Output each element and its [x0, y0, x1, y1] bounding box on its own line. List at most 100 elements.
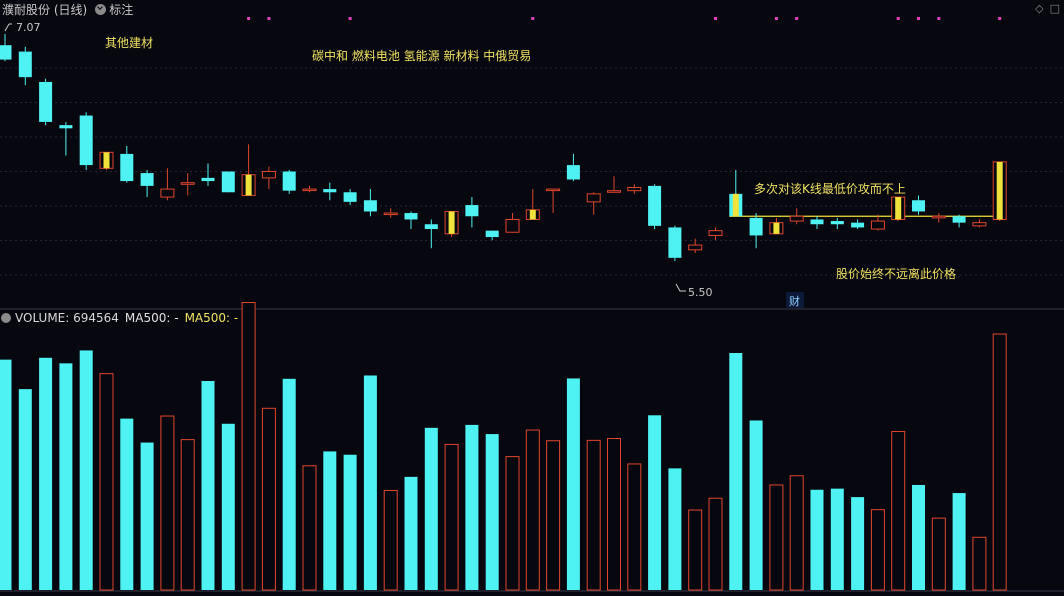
volume-bars	[0, 302, 1007, 591]
candle-highlight	[996, 161, 1003, 220]
volume-bar	[343, 454, 357, 590]
candle-body	[830, 221, 844, 225]
volume-bar	[485, 434, 499, 590]
volume-bar	[201, 381, 215, 590]
candle-body	[261, 170, 276, 179]
annotation-price-level: 股价始终不远离此价格	[836, 266, 956, 281]
event-marker[interactable]	[998, 17, 1002, 20]
candle-body	[668, 227, 682, 258]
low-price-label: 5.50	[675, 283, 713, 299]
volume-ma500-b: MA500: -	[184, 311, 239, 325]
svg-text:5.50: 5.50	[688, 286, 713, 299]
stock-title: 濮耐股份 (日线)	[2, 2, 88, 17]
candle-body	[789, 215, 804, 222]
candle-body	[972, 222, 987, 227]
candle-body	[180, 182, 195, 185]
volume-bar	[952, 493, 966, 590]
marker-toggle-icon[interactable]	[95, 3, 107, 15]
volume-bar	[972, 536, 987, 591]
svg-text:7.07: 7.07	[16, 21, 41, 34]
volume-bar	[870, 509, 885, 591]
candle-body	[201, 177, 215, 182]
event-marker[interactable]	[348, 17, 352, 20]
candle-body	[952, 216, 966, 223]
volume-bar	[708, 497, 723, 591]
event-marker[interactable]	[896, 17, 900, 20]
candle-body	[18, 51, 32, 78]
candle-body	[931, 215, 946, 219]
candle-body	[282, 171, 296, 191]
candle-highlight	[895, 197, 902, 220]
volume-bar	[851, 497, 865, 590]
candle-body	[383, 212, 398, 216]
annotation-concepts: 碳中和 燃料电池 氢能源 新材料 中俄贸易	[312, 48, 531, 63]
event-marker[interactable]	[774, 17, 778, 20]
volume-bar	[261, 407, 276, 591]
volume-bar	[241, 302, 256, 591]
volume-bar	[363, 375, 377, 590]
volume-bar	[648, 415, 662, 590]
svg-text:财: 财	[789, 294, 800, 308]
event-marker[interactable]	[247, 17, 251, 20]
volume-menu-icon[interactable]	[1, 313, 11, 323]
volume-bar	[505, 456, 520, 591]
candle-body	[221, 171, 235, 193]
candle-body	[688, 244, 703, 251]
candle-body	[708, 230, 723, 236]
candle-body	[566, 165, 580, 180]
candle-highlight	[245, 174, 252, 196]
volume-bar	[668, 468, 682, 590]
window-controls: ◇ □	[1029, 2, 1060, 15]
event-marker[interactable]	[531, 17, 535, 20]
volume-bar	[383, 489, 398, 591]
volume-bar	[99, 373, 114, 591]
candle-body	[59, 125, 73, 129]
volume-bar	[302, 465, 317, 591]
volume-bar	[120, 418, 134, 590]
candle-body	[749, 217, 763, 236]
volume-bar	[221, 423, 235, 590]
candle-highlight	[732, 193, 739, 217]
annotation-resistance: 多次对该K线最低价攻而不上	[754, 182, 906, 196]
event-marker[interactable]	[267, 17, 271, 20]
candle-body	[79, 115, 93, 166]
candle-highlight	[103, 152, 110, 169]
volume-header: VOLUME: 694564 MA500: - MA500: -	[0, 310, 238, 326]
candle-body	[810, 219, 824, 225]
volume-bar	[607, 438, 621, 591]
candle-body	[870, 220, 885, 230]
event-markers	[247, 17, 1002, 20]
square-icon[interactable]: □	[1049, 2, 1060, 15]
event-marker[interactable]	[795, 17, 799, 20]
candle-body	[39, 81, 53, 122]
annotation-sector: 其他建材	[105, 36, 153, 50]
volume-bar	[160, 415, 175, 591]
volume-bar	[810, 489, 824, 590]
volume-bar	[140, 442, 154, 590]
chart-header: 濮耐股份 (日线) 标注	[0, 0, 133, 18]
candle-body	[851, 222, 865, 228]
event-marker[interactable]	[714, 17, 717, 20]
diamond-icon[interactable]: ◇	[1035, 2, 1044, 15]
volume-bar	[789, 475, 804, 591]
marker-label[interactable]: 标注	[109, 2, 134, 17]
candle-body	[160, 188, 175, 198]
volume-bar	[566, 378, 580, 590]
volume-bar	[830, 488, 844, 590]
candle-body	[323, 189, 337, 193]
volume-bar	[586, 439, 601, 591]
volume-bar	[931, 517, 946, 591]
volume-bar	[0, 359, 12, 590]
volume-bar	[282, 378, 296, 590]
high-price-label: 7.07	[4, 21, 41, 34]
event-marker[interactable]	[937, 17, 941, 20]
volume-bar	[323, 451, 337, 590]
candle-body	[505, 218, 520, 233]
volume-bar	[992, 333, 1007, 591]
volume-bar	[729, 353, 743, 590]
event-marker[interactable]	[917, 17, 920, 20]
volume-bar	[404, 476, 418, 590]
volume-value: VOLUME: 694564	[15, 311, 119, 325]
volume-bar	[59, 363, 73, 590]
finance-badge[interactable]: 财	[786, 292, 804, 308]
